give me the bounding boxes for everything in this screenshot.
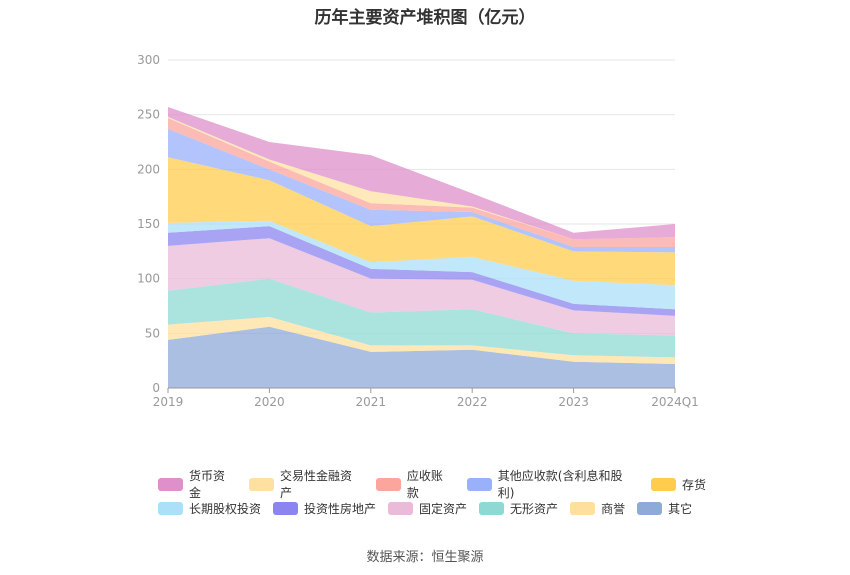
legend-swatch (466, 477, 492, 491)
legend-swatch (651, 477, 677, 491)
x-tick-label: 2020 (254, 395, 285, 409)
legend-label: 无形资产 (510, 501, 559, 516)
area-series (168, 326, 675, 388)
legend-label: 交易性金融资产 (279, 469, 352, 500)
legend-item[interactable]: 长期股权投资 (158, 500, 261, 517)
data-source: 数据来源：恒生聚源 (366, 550, 484, 565)
stacked-area-chart: 0 50 100 150 200 250 300 2019 2020 2021 2022 2023 20… (137, 53, 699, 409)
legend-swatch (637, 501, 663, 515)
y-tick-label: 300 (137, 53, 160, 67)
legend-item[interactable]: 其它 (637, 500, 692, 517)
area-series (168, 238, 675, 336)
x-tick-label: 2019 (153, 395, 184, 409)
legend-label: 固定资产 (419, 501, 468, 516)
legend-row: 货币资金 交易性金融资产 应收账款 其他应收款(含利息和股利) 存货 (158, 469, 718, 500)
legend-item[interactable]: 商誉 (570, 500, 625, 517)
legend-label: 存货 (682, 477, 707, 492)
area-series (168, 278, 675, 358)
legend-label: 其他应收款(含利息和股利) (497, 469, 623, 500)
legend-label: 长期股权投资 (189, 501, 262, 516)
legend-label: 应收账款 (406, 469, 443, 500)
legend-label: 投资性房地产 (304, 501, 377, 516)
y-tick-label: 0 (152, 381, 160, 395)
legend-item[interactable]: 交易性金融资产 (248, 467, 364, 501)
legend-swatch (273, 501, 299, 515)
legend-label: 其它 (668, 501, 693, 516)
y-tick-label: 50 (145, 326, 160, 340)
area-series (168, 226, 675, 316)
x-tick-label: 2021 (356, 395, 387, 409)
area-series (168, 316, 675, 364)
legend-swatch (248, 477, 274, 491)
chart-title: 历年主要资产堆积图（亿元） (314, 8, 536, 28)
legend: 货币资金 交易性金融资产 应收账款 其他应收款(含利息和股利) 存货长期股权投资 投资性房… (158, 469, 718, 520)
x-tick-label: 2023 (558, 395, 589, 409)
x-tick-label: 2024Q1 (651, 395, 699, 409)
legend-item[interactable]: 固定资产 (388, 500, 467, 517)
y-tick-label: 100 (137, 272, 160, 286)
legend-item[interactable]: 存货 (651, 476, 706, 493)
legend-item[interactable]: 无形资产 (479, 500, 558, 517)
legend-row: 长期股权投资 投资性房地产 固定资产 无形资产 商誉 其它 (158, 496, 718, 520)
legend-item[interactable]: 应收账款 (375, 467, 455, 501)
legend-swatch (570, 501, 596, 515)
legend-item[interactable]: 货币资金 (158, 467, 237, 501)
x-tick-label: 2022 (457, 395, 488, 409)
legend-item[interactable]: 投资性房地产 (273, 500, 376, 517)
legend-label: 货币资金 (188, 469, 225, 500)
legend-label: 商誉 (601, 501, 626, 516)
y-tick-label: 250 (137, 108, 160, 122)
legend-item[interactable]: 其他应收款(含利息和股利) (466, 467, 639, 501)
legend-swatch (158, 501, 183, 515)
area-series (168, 220, 675, 310)
legend-swatch (388, 501, 414, 515)
legend-swatch (479, 501, 505, 515)
legend-swatch (158, 477, 183, 491)
legend-swatch (375, 477, 401, 491)
y-tick-label: 200 (137, 162, 160, 176)
y-tick-label: 150 (137, 217, 160, 231)
